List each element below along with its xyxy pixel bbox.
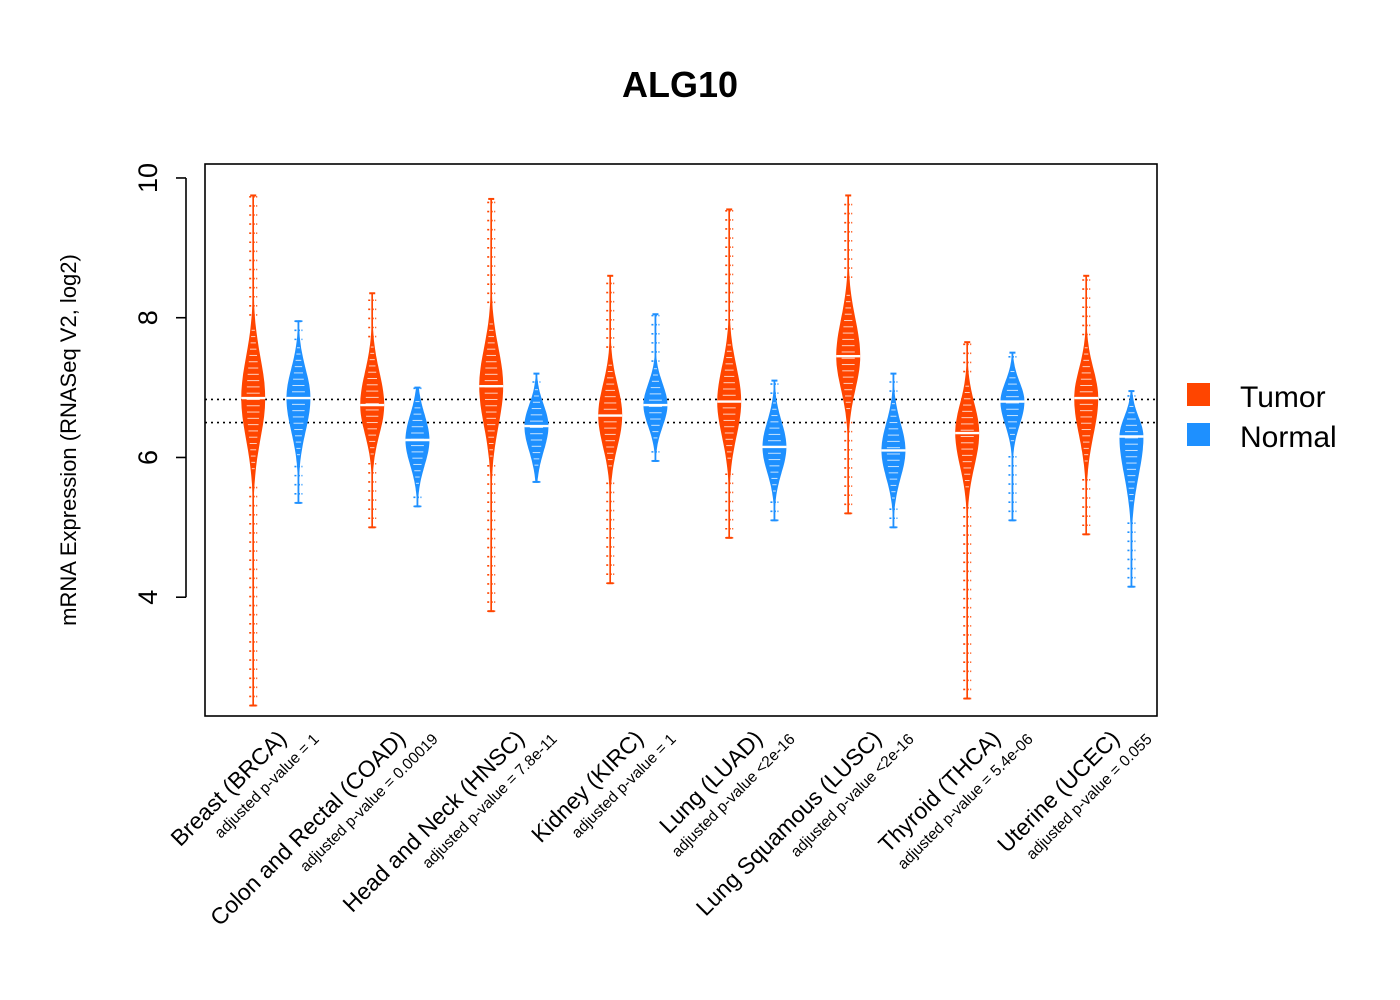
violin-tumor-body	[836, 195, 861, 514]
violin-tumor-7	[1074, 274, 1099, 536]
violin-normal-7	[1119, 390, 1144, 588]
violin-normal-0	[286, 320, 311, 504]
violin-normal-4	[762, 379, 787, 522]
violin-tumor-2	[479, 197, 504, 613]
violin-tumor-6	[955, 341, 980, 700]
violin-normal-body	[286, 321, 311, 503]
y-tick-label: 8	[133, 310, 163, 325]
violin-normal-1	[405, 386, 430, 508]
violin-tumor-body	[241, 195, 266, 706]
violin-tumor-body	[1074, 275, 1099, 535]
violin-tumor-body	[598, 275, 623, 584]
violin-normal-body	[1119, 391, 1144, 587]
chart-title: ALG10	[622, 64, 738, 105]
violin-normal-2	[524, 372, 549, 483]
violin-normal-5	[881, 372, 906, 529]
violin-tumor-0	[241, 194, 266, 707]
violin-tumor-1	[360, 292, 385, 529]
legend-label-normal: Normal	[1240, 421, 1337, 454]
violin-tumor-3	[598, 274, 623, 585]
legend-swatch-tumor	[1187, 383, 1210, 406]
y-tick-label: 4	[133, 590, 163, 605]
violin-tumor-4	[717, 208, 742, 539]
violin-tumor-5	[836, 194, 861, 515]
violin-tumor-body	[717, 209, 742, 538]
y-axis: 4 6 8 10	[133, 163, 187, 605]
violin-normal-6	[1000, 351, 1025, 522]
violin-normal-body	[762, 380, 787, 521]
violin-tumor-body	[479, 198, 504, 612]
plot-frame	[204, 163, 1158, 717]
legend: Tumor Normal	[1187, 381, 1337, 454]
legend-label-tumor: Tumor	[1240, 381, 1326, 414]
y-axis-label: mRNA Expression (RNASeq V2, log2)	[56, 254, 81, 626]
violin-normal-body	[1000, 352, 1025, 521]
violin-groups	[241, 194, 1144, 707]
violin-tumor-body	[955, 342, 980, 699]
legend-swatch-normal	[1187, 423, 1210, 446]
y-tick-label: 6	[133, 450, 163, 465]
y-tick-label: 10	[133, 163, 163, 193]
violin-normal-3	[643, 313, 668, 462]
reference-lines	[205, 398, 1157, 424]
violin-normal-body	[405, 387, 430, 507]
